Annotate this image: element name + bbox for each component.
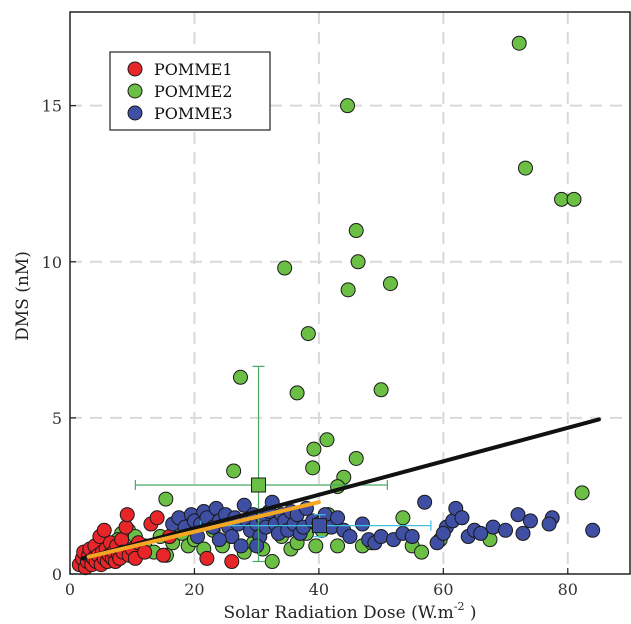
data-point-pomme3 bbox=[515, 525, 531, 541]
y-ticks: 0 5 10 15 bbox=[42, 97, 76, 584]
data-point-pomme1 bbox=[199, 550, 215, 566]
data-point-pomme3 bbox=[404, 529, 420, 545]
data-point-pomme2 bbox=[395, 510, 411, 526]
data-point-pomme2 bbox=[340, 282, 356, 298]
data-point-pomme1 bbox=[96, 522, 112, 538]
data-point-pomme2 bbox=[373, 382, 389, 398]
legend-label-pomme1: POMME1 bbox=[154, 60, 233, 79]
legend-marker-pomme3 bbox=[127, 105, 143, 121]
data-point-pomme3 bbox=[485, 519, 501, 535]
x-tick-label: 0 bbox=[65, 580, 75, 599]
data-point-pomme3 bbox=[435, 525, 451, 541]
data-point-pomme2 bbox=[350, 254, 366, 270]
data-point-pomme2 bbox=[289, 385, 305, 401]
x-tick-label: 60 bbox=[433, 580, 453, 599]
data-point-pomme3 bbox=[373, 529, 389, 545]
x-axis-title-close: ) bbox=[465, 603, 477, 623]
y-axis-title: DMS (nM) bbox=[13, 251, 33, 341]
x-axis-title-sup: -2 bbox=[454, 600, 465, 613]
data-point-pomme2 bbox=[226, 463, 242, 479]
data-point-pomme2 bbox=[574, 485, 590, 501]
data-point-pomme2 bbox=[277, 260, 293, 276]
y-tick-label: 5 bbox=[52, 409, 62, 428]
data-point-pomme2 bbox=[517, 160, 533, 176]
data-point-pomme3 bbox=[522, 513, 538, 529]
data-point-pomme3 bbox=[498, 522, 514, 538]
data-point-pomme3 bbox=[236, 497, 252, 513]
data-point-pomme3 bbox=[342, 529, 358, 545]
data-point-pomme2 bbox=[348, 223, 364, 239]
regression-line-all bbox=[80, 417, 601, 561]
data-point-pomme2 bbox=[348, 450, 364, 466]
y-tick-label: 0 bbox=[52, 565, 62, 584]
data-point-pomme2 bbox=[264, 554, 280, 570]
series-points bbox=[71, 35, 601, 576]
legend-label-pomme2: POMME2 bbox=[154, 82, 233, 101]
data-point-pomme3 bbox=[233, 538, 249, 554]
data-point-pomme3 bbox=[330, 510, 346, 526]
data-point-pomme2 bbox=[382, 276, 398, 292]
data-point-pomme1 bbox=[149, 510, 165, 526]
plot-frame bbox=[69, 11, 631, 575]
data-point-pomme1 bbox=[118, 519, 134, 535]
data-point-pomme2 bbox=[340, 98, 356, 114]
data-point-pomme3 bbox=[510, 507, 526, 523]
data-point-pomme3 bbox=[541, 516, 557, 532]
data-point-pomme3 bbox=[354, 516, 370, 532]
data-point-pomme3 bbox=[454, 510, 470, 526]
data-point-pomme2 bbox=[319, 432, 335, 448]
mean-markers bbox=[251, 477, 328, 534]
data-point-pomme1 bbox=[119, 507, 135, 523]
x-tick-label: 40 bbox=[309, 580, 329, 599]
y-tick-label: 10 bbox=[42, 253, 62, 272]
legend: POMME1 POMME2 POMME3 bbox=[109, 51, 271, 131]
data-point-pomme3 bbox=[473, 525, 489, 541]
fit-lines bbox=[80, 417, 601, 561]
data-point-pomme2 bbox=[511, 35, 527, 51]
legend-marker-pomme2 bbox=[127, 83, 143, 99]
regression-line-pomme1 bbox=[86, 500, 321, 559]
legend-marker-pomme1 bbox=[127, 61, 143, 77]
mean-marker-pomme3 bbox=[312, 518, 328, 534]
x-tick-label: 80 bbox=[558, 580, 578, 599]
data-point-pomme2 bbox=[305, 460, 321, 476]
data-point-pomme1 bbox=[137, 544, 153, 560]
data-point-pomme2 bbox=[232, 369, 248, 385]
data-point-pomme1 bbox=[224, 554, 240, 570]
data-point-pomme3 bbox=[585, 522, 601, 538]
x-axis-title-main: Solar Radiation Dose (W.m bbox=[223, 603, 453, 623]
data-point-pomme1 bbox=[155, 547, 171, 563]
data-point-pomme2 bbox=[306, 441, 322, 457]
data-point-pomme3 bbox=[211, 532, 227, 548]
legend-label-pomme3: POMME3 bbox=[154, 104, 233, 123]
data-point-pomme3 bbox=[417, 494, 433, 510]
x-tick-label: 20 bbox=[184, 580, 204, 599]
data-point-pomme3 bbox=[249, 538, 265, 554]
x-axis-title: Solar Radiation Dose (W.m-2 ) bbox=[223, 600, 476, 623]
data-point-pomme2 bbox=[414, 544, 430, 560]
data-point-pomme2 bbox=[554, 191, 570, 207]
x-ticks: 0 20 40 60 80 bbox=[65, 568, 578, 599]
data-point-pomme2 bbox=[308, 538, 324, 554]
mean-marker-pomme2 bbox=[251, 477, 267, 493]
data-point-pomme2 bbox=[300, 326, 316, 342]
data-point-pomme2 bbox=[158, 491, 174, 507]
y-tick-label: 15 bbox=[42, 97, 62, 116]
data-point-pomme2 bbox=[566, 191, 582, 207]
data-point-pomme2 bbox=[330, 538, 346, 554]
